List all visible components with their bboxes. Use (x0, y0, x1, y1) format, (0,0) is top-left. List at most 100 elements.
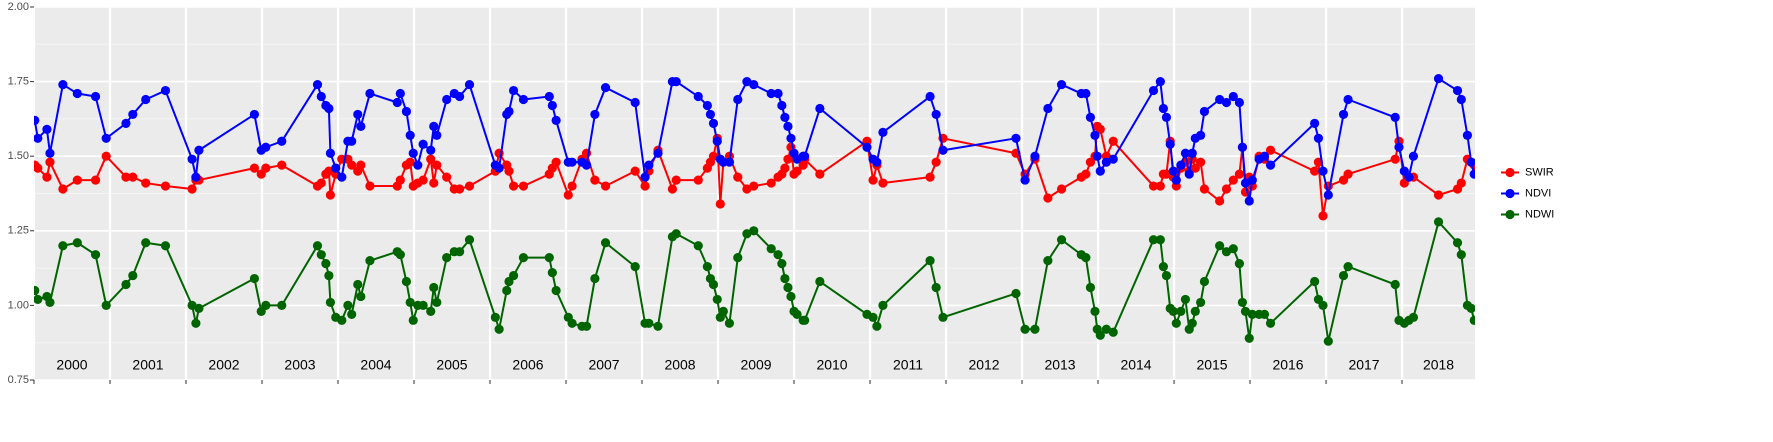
data-point (1155, 77, 1165, 87)
data-point (1092, 151, 1102, 161)
data-point (800, 151, 810, 161)
data-point (1095, 330, 1105, 340)
data-point (671, 77, 681, 87)
data-point (249, 163, 260, 173)
data-point (1265, 160, 1276, 170)
data-point (653, 148, 663, 158)
legend-label: NDWI (1525, 208, 1554, 220)
data-point (464, 235, 475, 245)
data-point (191, 318, 201, 328)
data-point (321, 259, 331, 269)
data-point (1155, 235, 1165, 245)
data-point (464, 181, 475, 191)
data-point (101, 300, 111, 310)
data-point (640, 172, 650, 182)
data-point (277, 136, 287, 146)
data-point (277, 160, 287, 170)
data-point (464, 79, 475, 90)
data-point (1095, 124, 1105, 134)
data-point (1180, 148, 1191, 158)
year-label: 2008 (664, 357, 695, 373)
data-point (630, 262, 640, 272)
year-label: 2009 (740, 357, 771, 373)
data-point (1469, 169, 1475, 179)
data-point (581, 321, 592, 331)
data-point (187, 184, 197, 194)
data-point (783, 121, 793, 131)
data-point (429, 121, 439, 131)
data-point (1259, 309, 1270, 319)
data-point (395, 250, 405, 260)
data-point (1221, 97, 1232, 108)
year-label: 2000 (56, 357, 87, 373)
data-point (862, 142, 872, 152)
data-point (160, 85, 171, 96)
data-point (1199, 106, 1210, 117)
data-point (715, 199, 725, 209)
data-point (1158, 103, 1168, 114)
data-point (194, 303, 204, 313)
data-point (563, 190, 573, 200)
data-point (455, 247, 465, 257)
data-point (590, 109, 600, 120)
data-point (401, 106, 412, 117)
data-point (868, 312, 878, 322)
data-point (749, 226, 759, 236)
data-point (356, 291, 366, 302)
data-point (551, 115, 561, 125)
data-point (194, 145, 204, 155)
data-point (1343, 262, 1353, 272)
data-point (277, 300, 287, 310)
data-point (392, 97, 402, 108)
data-point (1234, 169, 1244, 179)
data-point (1338, 270, 1349, 281)
data-point (337, 315, 347, 325)
data-point (426, 154, 436, 164)
data-point (868, 175, 878, 185)
data-point (442, 253, 452, 263)
data-point (1244, 196, 1254, 206)
data-point (1085, 112, 1096, 123)
data-point (815, 169, 825, 179)
data-point (766, 88, 776, 99)
data-point (1265, 318, 1276, 328)
data-point (547, 267, 557, 278)
data-point (1161, 270, 1172, 281)
data-point (408, 315, 418, 325)
year-label: 2007 (588, 357, 619, 373)
data-point (187, 154, 197, 164)
data-point (34, 294, 43, 305)
data-point (671, 175, 681, 185)
data-point (733, 94, 743, 105)
data-point (1244, 333, 1254, 343)
data-point (90, 250, 101, 260)
data-point (1171, 318, 1181, 328)
data-point (1338, 109, 1349, 120)
y-tick-label: 2.00 (8, 1, 29, 13)
data-point (712, 136, 722, 146)
data-point (1234, 97, 1244, 108)
data-point (325, 190, 336, 200)
data-point (508, 181, 519, 191)
data-point (518, 253, 529, 263)
data-point (1148, 235, 1159, 245)
data-point (34, 285, 40, 296)
data-point (101, 151, 111, 161)
data-point (815, 276, 825, 287)
data-point (1155, 181, 1165, 191)
data-point (1456, 250, 1466, 260)
data-point (590, 175, 600, 185)
data-point (1433, 74, 1444, 84)
data-point (1215, 196, 1225, 206)
y-tick-label: 1.00 (8, 299, 29, 311)
data-point (766, 178, 776, 188)
data-point (432, 130, 442, 140)
data-point (567, 318, 577, 328)
data-point (1318, 166, 1328, 176)
data-point (1310, 166, 1320, 176)
data-point (325, 297, 336, 308)
data-point (1343, 169, 1353, 179)
year-label: 2002 (208, 357, 239, 373)
data-point (551, 285, 561, 296)
data-point (600, 82, 611, 93)
